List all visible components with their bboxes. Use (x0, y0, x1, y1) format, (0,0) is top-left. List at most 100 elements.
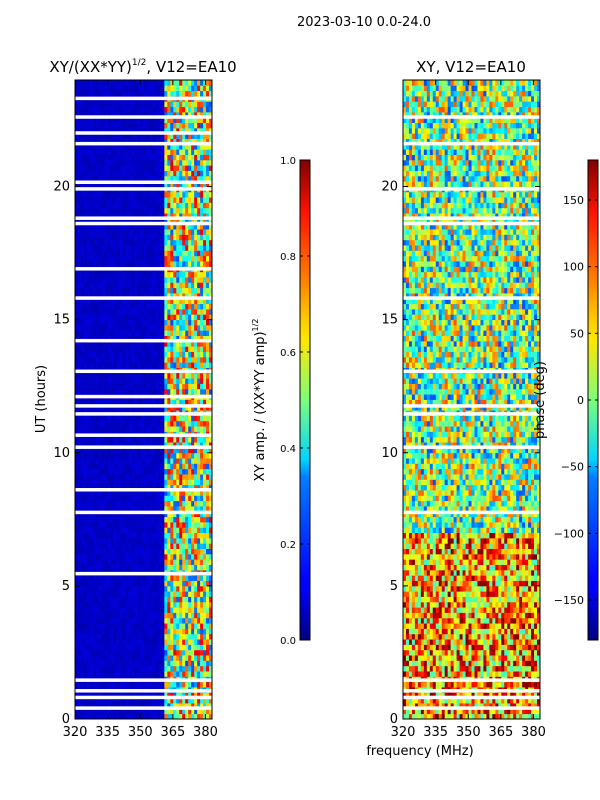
amplitude-heatmap-cell (131, 415, 135, 422)
amplitude-heatmap-cell (119, 223, 124, 230)
amplitude-heatmap-cell (158, 202, 162, 209)
amplitude-heatmap-cell (179, 271, 183, 278)
amplitude-heatmap-cell (83, 537, 88, 544)
amplitude-heatmap-cell (134, 660, 138, 667)
amplitude-heatmap-cell (161, 245, 165, 251)
amplitude-heatmap-cell (146, 181, 150, 187)
amplitude-heatmap-cell (134, 282, 138, 289)
amplitude-heatmap-cell (209, 191, 212, 198)
amplitude-heatmap-cell (209, 314, 212, 321)
amplitude-heatmap-cell (176, 165, 180, 171)
amplitude-heatmap-cell (164, 335, 168, 342)
amplitude-heatmap-cell (149, 282, 153, 289)
amplitude-heatmap-cell (176, 330, 180, 337)
amplitude-heatmap-cell (128, 239, 132, 246)
amplitude-heatmap-cell (206, 175, 210, 182)
amplitude-heatmap-cell (104, 580, 109, 587)
amplitude-heatmap-cell (92, 506, 97, 512)
amplitude-heatmap-cell (98, 447, 103, 454)
amplitude-heatmap-cell (185, 218, 189, 225)
amplitude-heatmap-cell (200, 324, 204, 331)
amplitude-heatmap-cell (164, 596, 168, 603)
amplitude-heatmap-cell (197, 234, 201, 241)
amplitude-heatmap-cell (80, 159, 85, 166)
amplitude-heatmap-cell (92, 591, 97, 597)
amplitude-heatmap-cell (197, 564, 201, 571)
amplitude-heatmap-cell (107, 601, 112, 608)
amplitude-heatmap-cell (164, 293, 168, 299)
amplitude-heatmap-cell (75, 229, 79, 235)
amplitude-heatmap-cell (113, 553, 118, 560)
amplitude-heatmap-cell (182, 474, 186, 480)
amplitude-heatmap-cell (182, 681, 186, 688)
amplitude-heatmap-cell (209, 628, 212, 635)
amplitude-heatmap-cell (206, 506, 210, 512)
amplitude-heatmap-cell (185, 282, 189, 289)
amplitude-heatmap-cell (158, 404, 162, 411)
amplitude-heatmap-cell (75, 671, 79, 677)
amplitude-heatmap-cell (83, 532, 88, 539)
amplitude-heatmap-cell (80, 191, 85, 198)
amplitude-heatmap-cell (191, 671, 195, 677)
amplitude-heatmap-cell (119, 703, 124, 709)
amplitude-heatmap-cell (122, 207, 127, 214)
amplitude-heatmap-cell (170, 617, 174, 624)
amplitude-heatmap-cell (194, 452, 198, 459)
amplitude-heatmap-cell (149, 330, 153, 337)
amplitude-heatmap-cell (128, 511, 132, 518)
amplitude-heatmap-cell (113, 463, 118, 470)
amplitude-heatmap-cell (170, 463, 174, 470)
amplitude-heatmap-cell (104, 159, 109, 166)
amplitude-heatmap-cell (80, 665, 85, 672)
amplitude-heatmap-cell (176, 500, 180, 507)
amplitude-heatmap-cell (83, 511, 88, 518)
amplitude-heatmap-cell (158, 143, 162, 150)
amplitude-heatmap-cell (134, 655, 138, 661)
amplitude-heatmap-cell (185, 154, 189, 161)
amplitude-heatmap-cell (122, 681, 127, 688)
amplitude-heatmap-cell (83, 324, 88, 331)
amplitude-heatmap-cell (116, 298, 121, 305)
amplitude-heatmap-cell (182, 229, 186, 235)
amplitude-heatmap-cell (131, 383, 135, 390)
amplitude-heatmap-cell (75, 665, 79, 672)
amplitude-heatmap-cell (128, 617, 132, 624)
amplitude-heatmap-cell (203, 143, 207, 150)
amplitude-heatmap-cell (176, 223, 180, 230)
amplitude-heatmap-cell (191, 181, 195, 187)
amplitude-heatmap-cell (140, 452, 144, 459)
amplitude-heatmap-cell (143, 207, 147, 214)
amplitude-heatmap-cell (122, 362, 127, 368)
amplitude-heatmap-cell (185, 298, 189, 305)
amplitude-heatmap-cell (194, 623, 198, 629)
amplitude-heatmap-cell (128, 607, 132, 613)
amplitude-heatmap-cell (185, 372, 189, 379)
amplitude-heatmap-cell (197, 149, 201, 155)
amplitude-heatmap-cell (104, 516, 109, 523)
amplitude-heatmap-cell (152, 559, 156, 565)
amplitude-heatmap-cell (104, 452, 109, 459)
amplitude-heatmap-cell (75, 543, 79, 549)
amplitude-heatmap-cell (167, 537, 171, 544)
amplitude-heatmap-cell (170, 207, 174, 214)
amplitude-heatmap-cell (206, 330, 210, 337)
amplitude-heatmap-cell (158, 261, 162, 267)
amplitude-heatmap-cell (164, 697, 168, 704)
amplitude-heatmap-cell (104, 324, 109, 331)
amplitude-heatmap-cell (98, 250, 103, 257)
amplitude-heatmap-cell (149, 703, 153, 709)
amplitude-heatmap-cell (122, 388, 127, 395)
amplitude-heatmap-cell (176, 681, 180, 688)
amplitude-heatmap-cell (209, 500, 212, 507)
amplitude-heatmap-cell (200, 181, 204, 187)
amplitude-heatmap-cell (170, 324, 174, 331)
amplitude-heatmap-cell (170, 479, 174, 486)
amplitude-heatmap-cell (209, 543, 212, 549)
amplitude-heatmap-cell (98, 527, 103, 534)
amplitude-heatmap-cell (77, 282, 82, 289)
amplitude-heatmap-cell (77, 308, 82, 315)
amplitude-heatmap-cell (77, 697, 82, 704)
amplitude-heatmap-cell (95, 239, 100, 246)
amplitude-heatmap-cell (116, 330, 121, 337)
amplitude-heatmap-cell (197, 378, 201, 384)
